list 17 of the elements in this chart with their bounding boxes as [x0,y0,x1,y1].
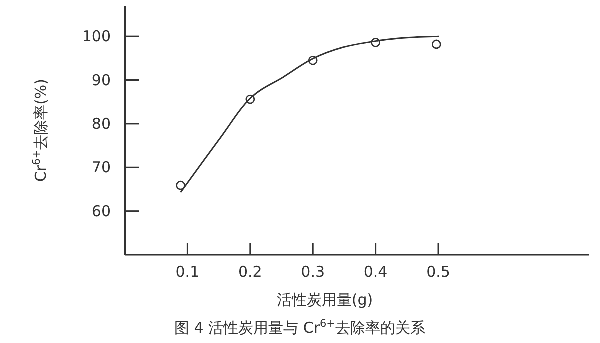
point [371,38,380,48]
point [432,40,442,50]
x-tick-label: 0.5 [426,263,450,281]
x-tick-label: 0.2 [238,263,262,281]
x-axis-title: 活性炭用量(g) [276,291,374,309]
point [246,94,256,104]
x-tick-label: 0.1 [176,263,200,281]
point [176,180,186,190]
text: 图 4 活性炭用量与 Cr$^{6+}$去除率的关系 [174,318,426,337]
x-tick-label: 0.4 [364,263,388,281]
x-tick-label: 0.3 [301,263,326,281]
y-tick-label: 60 [92,202,111,220]
y-tick-label: 90 [92,71,111,90]
y-tick-label: 80 [92,114,111,133]
y-tick-label: 70 [92,158,111,177]
point [308,56,318,66]
y-tick-label: 100 [82,28,111,46]
